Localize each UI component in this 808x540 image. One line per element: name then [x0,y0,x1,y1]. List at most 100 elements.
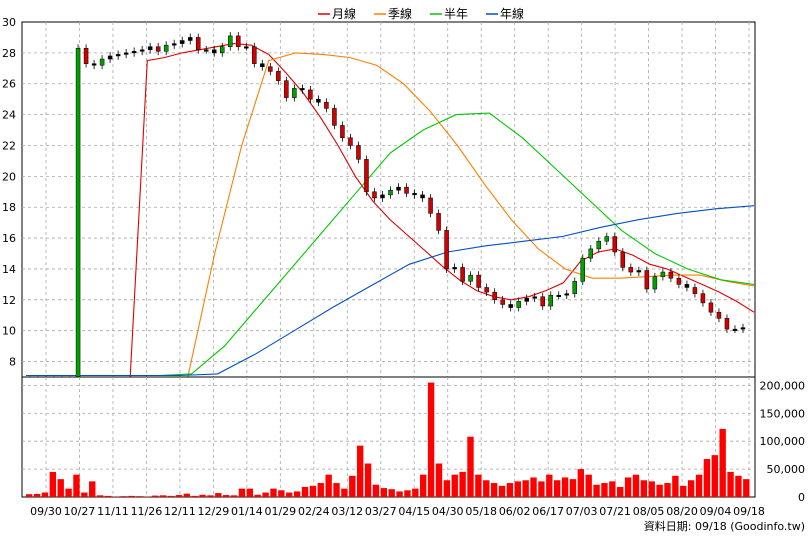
candlestick [428,194,433,218]
candlestick [468,271,473,286]
candlestick [452,263,457,273]
candle-body [260,63,265,68]
volume-bar [278,490,285,497]
candlestick [412,189,417,199]
candle-body [396,186,401,191]
volume-bar [301,486,309,497]
legend-label-1: 季線 [388,6,412,21]
volume-bar [128,495,135,497]
candlestick [220,42,225,57]
x-tick-label: 03/12 [331,505,363,518]
price-y-tick-label: 26 [2,78,16,91]
candlestick [636,266,642,276]
candle-body [556,294,561,297]
volume-bar [656,484,663,497]
volume-bar [41,492,49,497]
x-tick-label: 02/24 [298,505,330,518]
volume-bar [609,481,616,497]
candlestick [508,300,513,312]
volume-bar [254,494,261,497]
volume-bar [435,463,443,497]
candle-body [492,291,497,301]
price-y-tick-label: 20 [2,170,16,183]
candlestick [340,121,345,142]
candle-body [468,274,473,282]
x-tick-label: 01/29 [264,505,296,518]
candle-body [356,145,361,160]
x-tick-label: 07/03 [566,505,598,518]
legend-label-3: 年線 [500,6,524,21]
volume-bar [65,488,72,497]
candle-body [700,293,706,304]
candlestick [588,245,594,263]
candle-body [652,276,658,290]
candle-body [476,274,481,288]
candlestick [460,263,465,286]
volume-bar [672,475,679,497]
volume-bar [207,495,214,497]
volume-bar [483,480,490,497]
x-tick-label: 04/30 [432,505,464,518]
volume-bar [136,496,143,497]
candlestick [668,268,674,283]
candle-body [155,46,161,52]
candlestick [147,42,153,54]
candlestick [740,323,746,334]
candlestick [396,183,401,195]
volume-bar [680,485,687,497]
candle-body [107,55,113,60]
price-y-tick-label: 10 [2,325,16,338]
volume-bar [26,494,33,497]
volume-bar [553,480,561,497]
volume-bar [412,488,419,497]
volume-bar [238,488,246,497]
volume-bar [743,479,750,497]
candlesticks [27,32,746,384]
candlestick [195,33,201,54]
candle-body [684,284,690,288]
volume-bar [167,495,175,497]
candlestick [556,291,561,300]
candle-body [348,137,353,146]
candlestick [572,277,578,298]
candle-body [284,80,289,98]
x-tick-label: 08/05 [633,505,665,518]
volume-bar [364,463,372,497]
candlestick [548,291,553,310]
volume-bar [112,496,120,497]
price-y-tick-label: 16 [2,232,16,245]
legend-label-0: 月線 [332,6,356,21]
candle-body [724,318,730,330]
volume-bar [380,488,387,497]
volume-bar [175,495,183,497]
volume-bar [514,481,521,497]
volume-bar [309,485,317,497]
candlestick [236,32,241,51]
candlestick [372,187,377,202]
volume-bar [89,481,96,497]
moving-average-line-3 [26,205,755,377]
volume-bar [735,475,742,497]
source-label: 資料日期: 09/18 (Goodinfo.tw) [644,519,805,533]
candle-body [732,328,738,331]
candle-body [388,189,393,196]
volume-bar [96,495,104,497]
volume-bar [49,471,57,497]
candlestick [644,266,650,293]
candle-body [276,71,281,81]
volume-gridlines [22,377,755,497]
candlestick [83,44,89,68]
volume-bar [230,495,238,497]
candle-body [332,108,337,126]
candle-body [123,52,129,55]
candle-body [268,66,273,72]
candlestick [684,280,690,292]
candle-body [644,270,650,290]
candlestick [228,32,233,51]
candlestick [252,42,257,68]
volume-bar [246,488,254,497]
candlestick [99,55,105,70]
candlestick [660,268,666,281]
candle-body [428,197,433,214]
